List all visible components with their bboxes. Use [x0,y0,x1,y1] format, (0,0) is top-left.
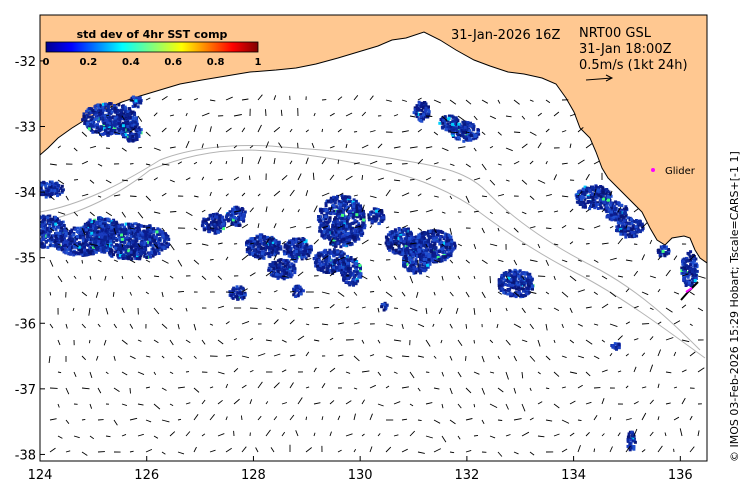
colorbar-tick-label: 0.2 [80,57,98,68]
current-vectors [48,94,706,457]
y-tick-label: -37 [15,383,36,398]
x-tick-label: 134 [561,468,586,483]
colorbar-tick-label: 0 [43,57,50,68]
colorbar-gradient [45,41,259,53]
x-axis: 124 126 128 130 132 134 136 [28,456,693,483]
x-tick-label: 124 [28,468,53,483]
glider-track-recent [685,287,693,293]
x-tick-label: 126 [134,468,159,483]
y-tick-label: -32 [15,55,36,70]
y-tick-label: -35 [15,252,36,267]
x-tick-label: 130 [348,468,373,483]
glider-marker [651,168,655,172]
sst-data-patches [40,95,699,452]
colorbar-tick-label: 1 [255,57,262,68]
isobath-line [40,145,701,351]
land-mass [40,15,707,264]
scale-arrow [585,74,614,82]
current-scale: 0.5m/s (1kt 24h) [579,58,688,73]
colorbar-tick-label: 0.8 [207,57,225,68]
x-tick-label: 132 [454,468,479,483]
y-axis: -32 -33 -34 -35 -36 -37 -38 [15,55,45,463]
colorbar-title: std dev of 4hr SST comp [77,28,228,41]
glider-label: Glider [665,166,696,177]
colorbar-tick-label: 0.6 [164,57,182,68]
colorbar-tick-label: 0.4 [122,57,140,68]
side-credit: © IMOS 03-Feb-2026 15:29 Hobart; Tscale=… [728,151,741,462]
y-tick-label: -38 [15,448,36,463]
current-source: NRT00 GSL [579,26,652,41]
axes-frame [39,14,708,462]
x-tick-label: 136 [668,468,693,483]
colorbar: std dev of 4hr SST comp 0 0.2 0.4 0.6 0.8 1 [43,28,262,68]
y-tick-label: -33 [15,121,36,136]
timestamp-main: 31-Jan-2026 16Z [451,28,560,43]
x-tick-label: 128 [241,468,266,483]
current-time: 31-Jan 18:00Z [579,42,672,57]
isobath-line [40,149,706,359]
y-tick-label: -36 [15,317,36,332]
y-tick-label: -34 [15,186,36,201]
